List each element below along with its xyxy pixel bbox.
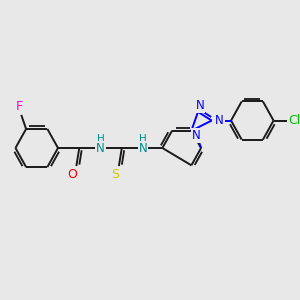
Text: N: N [215, 114, 224, 127]
Text: O: O [68, 169, 77, 182]
Text: N: N [196, 99, 204, 112]
Text: N: N [139, 142, 147, 154]
Text: F: F [16, 100, 23, 113]
Text: S: S [111, 169, 119, 182]
Text: Cl: Cl [289, 114, 300, 127]
Text: H: H [97, 134, 104, 144]
Text: N: N [96, 142, 105, 154]
Text: N: N [192, 129, 201, 142]
Text: H: H [139, 134, 147, 144]
